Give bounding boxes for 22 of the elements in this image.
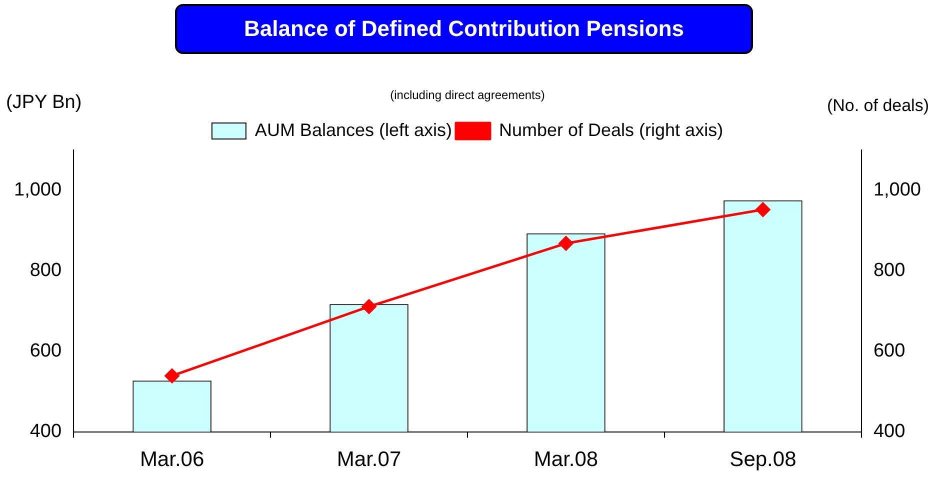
x-tick-label: Mar.06 (140, 448, 204, 472)
point (558, 236, 574, 251)
y2-tick-label: 800 (873, 260, 906, 282)
y2-tick-label: 600 (873, 340, 906, 362)
point (362, 299, 376, 314)
y2-tick-label: 400 (873, 421, 906, 442)
chart-subtitle: (including direct agreements) (390, 88, 545, 102)
legend-label: Number of Deals (right axis) (498, 120, 724, 140)
point (164, 368, 180, 384)
y-tick-label: 600 (30, 340, 62, 362)
x-tick-label: Mar.07 (336, 448, 402, 472)
y-tick-label: 800 (30, 260, 62, 282)
point (756, 202, 770, 217)
y2-tick-label: 1,000 (873, 179, 921, 200)
x-tick-label: Sep.08 (730, 448, 796, 472)
x-tick-label: Mar.08 (534, 448, 598, 472)
chart-title: Balance of Defined Contribution Pensions (175, 4, 753, 54)
y-tick-label: 1,000 (14, 179, 62, 200)
y2-axis-title: (No. of deals) (826, 96, 929, 116)
y-tick-label: 400 (30, 421, 62, 442)
y-axis-title: (JPY Bn) (6, 92, 82, 114)
legend-label: AUM Balances (left axis) (254, 120, 452, 140)
